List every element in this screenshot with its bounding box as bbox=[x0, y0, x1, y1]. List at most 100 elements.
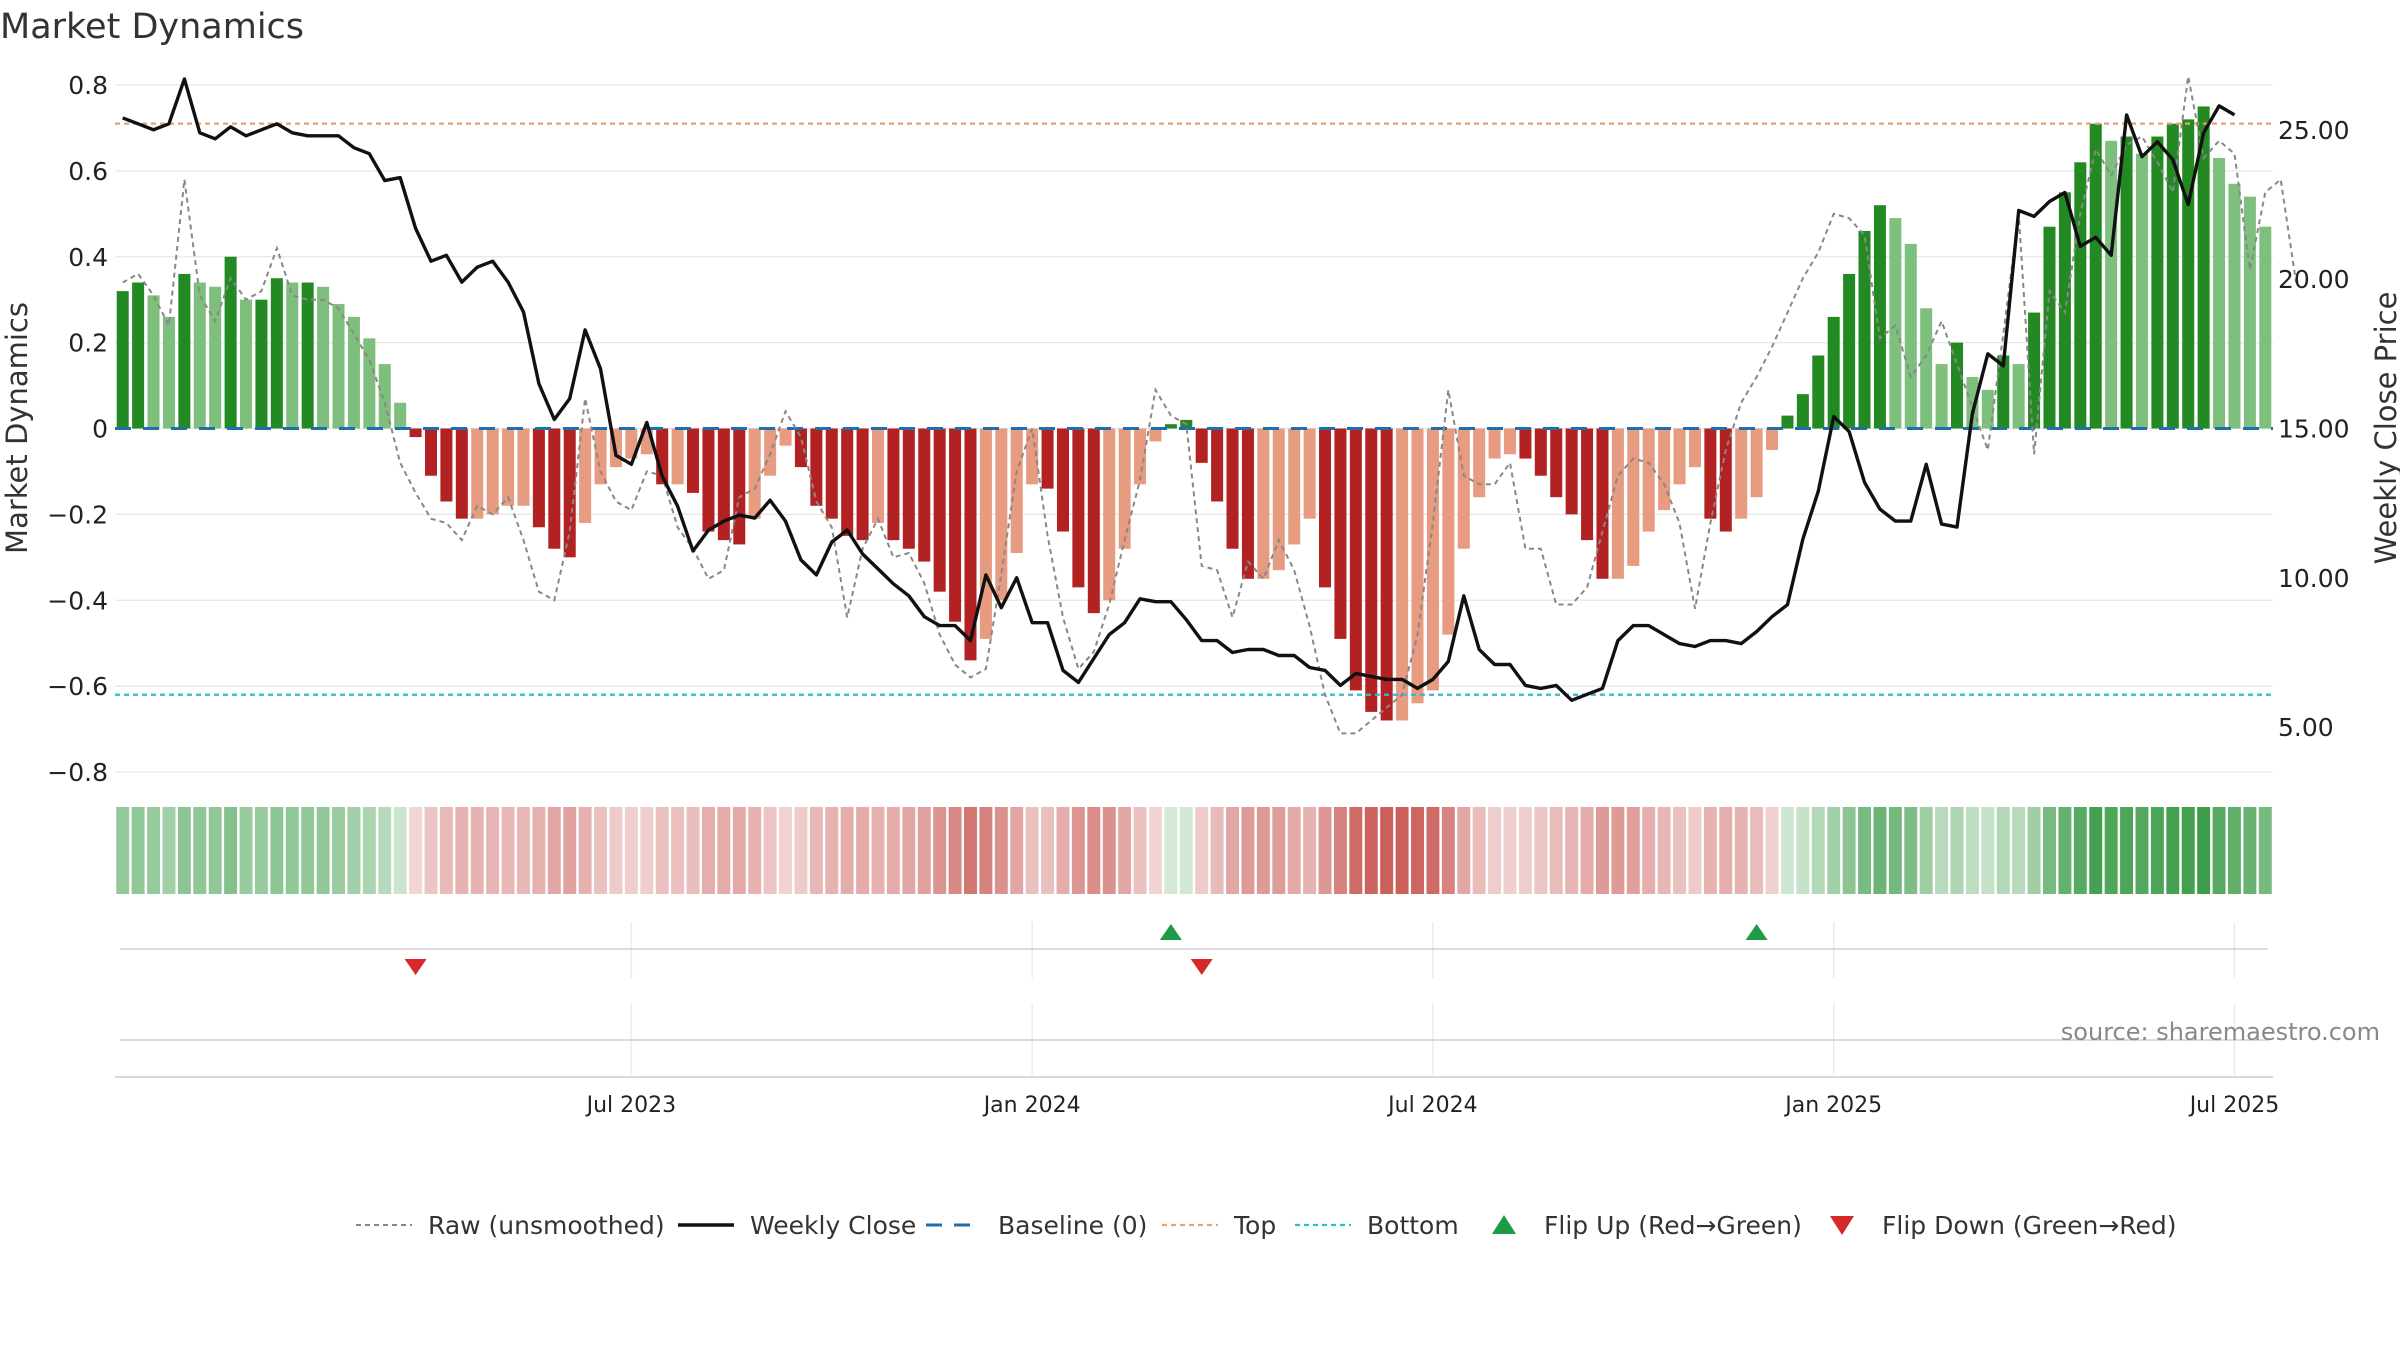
strip-cell bbox=[1688, 807, 1702, 894]
strip-cell bbox=[424, 807, 438, 894]
strip-cell bbox=[301, 807, 315, 894]
strip-cell bbox=[1842, 807, 1856, 894]
strip-cell bbox=[701, 807, 715, 894]
strip-cell bbox=[994, 807, 1008, 894]
legend-label: Flip Up (Red→Green) bbox=[1544, 1211, 1802, 1240]
legend-swatch-flip-up bbox=[1492, 1215, 1516, 1234]
strip-cell bbox=[131, 807, 145, 894]
y-left-tick-label: 0.6 bbox=[68, 157, 108, 186]
dynamics-bar bbox=[1488, 428, 1501, 459]
dynamics-bar bbox=[871, 428, 885, 523]
y-left-tick-label: −0.4 bbox=[47, 586, 108, 615]
strip-cell bbox=[316, 807, 330, 894]
legend: Raw (unsmoothed) Weekly Close Baseline (0)… bbox=[356, 1211, 2177, 1240]
dynamics-bar bbox=[1843, 273, 1856, 429]
dynamics-bar bbox=[979, 428, 992, 639]
strip-cell bbox=[1118, 807, 1132, 894]
strip-cell bbox=[1041, 807, 1055, 894]
dynamics-bar bbox=[532, 428, 545, 528]
strip-cell bbox=[886, 807, 900, 894]
strip-cell bbox=[2058, 807, 2072, 894]
strip-cell bbox=[1210, 807, 1224, 894]
dynamics-bar bbox=[2028, 312, 2041, 429]
dynamics-bar bbox=[1950, 342, 1964, 429]
dynamics-bar bbox=[625, 428, 638, 459]
strip-cell bbox=[1827, 807, 1841, 894]
dynamics-bar bbox=[1272, 428, 1285, 571]
strip-cell bbox=[1950, 807, 1964, 894]
dynamics-bar bbox=[502, 428, 515, 506]
flip-markers-panel bbox=[120, 922, 2268, 978]
strip-cell bbox=[563, 807, 577, 894]
strip-cell bbox=[964, 807, 977, 894]
strip-cell bbox=[455, 807, 469, 894]
strip-cell bbox=[2089, 807, 2103, 894]
dynamics-bar bbox=[2182, 119, 2195, 429]
dynamics-bar bbox=[317, 286, 330, 429]
dynamics-bar bbox=[363, 338, 376, 429]
dynamics-bar bbox=[440, 428, 453, 502]
strip-cell bbox=[948, 807, 962, 894]
x-tick-label: Jul 2025 bbox=[2188, 1093, 2280, 1118]
legend-label: Baseline (0) bbox=[998, 1211, 1147, 1240]
dynamics-bar bbox=[1827, 316, 1840, 429]
strip-cell bbox=[1395, 807, 1409, 894]
strip-cell bbox=[1226, 807, 1240, 894]
legend-label: Top bbox=[1233, 1211, 1276, 1240]
y-left-tick-label: 0.8 bbox=[68, 71, 108, 100]
dynamics-bar bbox=[2259, 226, 2272, 429]
strip-cell bbox=[655, 807, 669, 894]
strip-cell bbox=[578, 807, 592, 894]
strip-cell bbox=[1349, 807, 1363, 894]
strip-cell bbox=[532, 807, 546, 894]
strip-cell bbox=[517, 807, 530, 894]
strip-cell bbox=[902, 807, 916, 894]
strip-cell bbox=[1796, 807, 1810, 894]
x-tick-label: Jan 2024 bbox=[982, 1093, 1081, 1118]
dynamics-bar bbox=[841, 428, 854, 536]
strip-cell bbox=[1457, 807, 1471, 894]
dynamics-bar bbox=[1319, 428, 1332, 588]
dynamics-bar bbox=[2043, 226, 2056, 429]
y-right-tick-label: 25.00 bbox=[2278, 116, 2350, 145]
dynamics-bar bbox=[517, 428, 530, 506]
chart-title: Market Dynamics bbox=[0, 7, 304, 47]
dynamics-bar bbox=[1935, 364, 1948, 429]
dynamics-bar bbox=[1334, 428, 1347, 639]
strip-cell bbox=[270, 807, 284, 894]
dynamics-bar bbox=[717, 428, 730, 541]
strip-cell bbox=[1858, 807, 1871, 894]
flip-up-marker bbox=[1745, 924, 1768, 940]
dynamics-bar bbox=[424, 428, 438, 476]
strip-cell bbox=[732, 807, 746, 894]
dynamics-bar bbox=[949, 428, 962, 622]
strip-cell bbox=[1580, 807, 1594, 894]
strip-cell bbox=[1780, 807, 1794, 894]
strip-cell bbox=[1056, 807, 1070, 894]
strip-cell bbox=[1272, 807, 1286, 894]
strip-cell bbox=[1518, 807, 1532, 894]
dynamics-bar bbox=[178, 273, 191, 429]
dynamics-bar bbox=[240, 299, 253, 429]
strip-cell bbox=[825, 807, 839, 894]
dynamics-bar bbox=[1550, 428, 1563, 498]
dynamics-bar bbox=[1873, 205, 1886, 429]
dynamics-bar bbox=[1627, 428, 1640, 566]
strip-cell bbox=[1256, 807, 1270, 894]
strip-cell bbox=[1287, 807, 1301, 894]
strip-cell bbox=[1303, 807, 1317, 894]
strip-cell bbox=[624, 807, 638, 894]
y-right-tick-label: 10.00 bbox=[2278, 564, 2350, 593]
dynamics-bar bbox=[2166, 123, 2179, 429]
dynamics-bar bbox=[162, 316, 175, 429]
dynamics-bar bbox=[2228, 183, 2241, 429]
series-lines bbox=[115, 76, 2298, 735]
dynamics-bar bbox=[1195, 428, 1208, 463]
y-left-tick-label: 0.2 bbox=[68, 329, 108, 358]
dynamics-bar bbox=[255, 299, 268, 429]
strip-cell bbox=[208, 807, 222, 894]
y-right-axis-label: Weekly Close Price bbox=[2369, 292, 2400, 565]
dynamics-bar bbox=[702, 428, 715, 532]
dynamics-bar bbox=[1365, 428, 1378, 712]
legend-label: Raw (unsmoothed) bbox=[428, 1211, 665, 1240]
